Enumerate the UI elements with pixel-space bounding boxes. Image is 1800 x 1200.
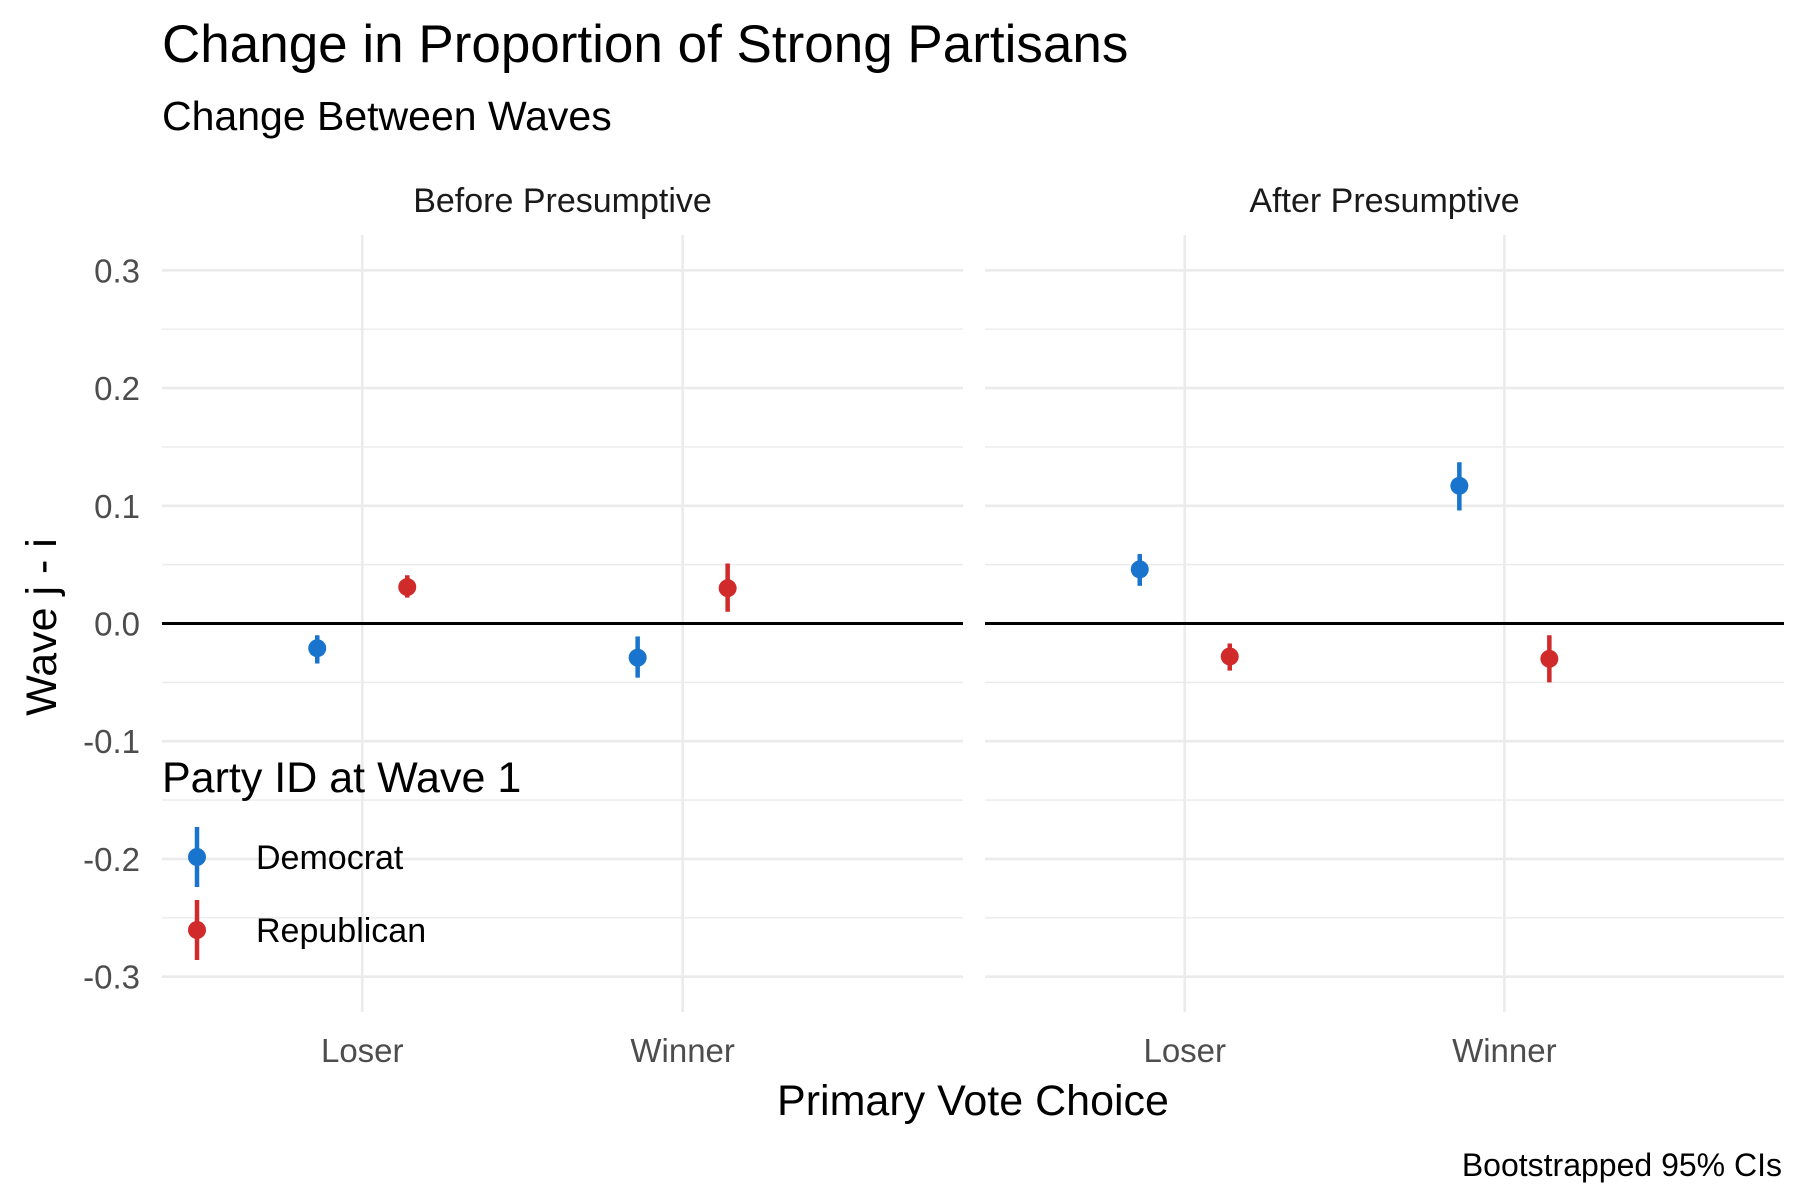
data-point (718, 579, 737, 598)
y-tick-label: -0.3 (83, 959, 140, 996)
legend-label: Democrat (256, 839, 404, 877)
y-tick-label: 0.0 (94, 606, 140, 643)
x-axis-title: Primary Vote Choice (777, 1077, 1169, 1125)
y-tick-label: 0.3 (94, 252, 140, 289)
facet-panel: Loser Winner Before Presumptive (162, 182, 963, 1069)
facet-panel: Loser Winner After Presumptive (985, 182, 1784, 1069)
x-tick-label: Loser (321, 1032, 404, 1069)
data-point (1130, 560, 1149, 579)
chart-caption: Bootstrapped 95% CIs (1462, 1147, 1782, 1183)
x-tick-label: Winner (1452, 1032, 1557, 1069)
data-point (308, 639, 327, 658)
y-tick-label: -0.2 (83, 841, 140, 878)
chart-subtitle: Change Between Waves (162, 93, 612, 139)
facet-strip-label: Before Presumptive (413, 182, 712, 220)
x-tick-label: Winner (630, 1032, 735, 1069)
legend-title: Party ID at Wave 1 (162, 754, 521, 802)
data-point (398, 578, 417, 597)
legend-key-point (188, 921, 206, 939)
data-point (1450, 476, 1469, 495)
legend-label: Republican (256, 912, 426, 950)
chart-title: Change in Proportion of Strong Partisans (162, 15, 1128, 74)
data-point (1540, 649, 1559, 668)
y-axis-title: Wave j - i (18, 538, 66, 716)
y-axis: 0.3 0.2 0.1 0.0 -0.1 -0.2 -0.3 (83, 252, 140, 995)
facet-strip-label: After Presumptive (1249, 182, 1519, 220)
legend-key-point (188, 848, 206, 866)
y-tick-label: -0.1 (83, 723, 140, 760)
data-point (1220, 647, 1239, 666)
y-tick-label: 0.1 (94, 488, 140, 525)
data-point (628, 648, 647, 667)
x-tick-label: Loser (1143, 1032, 1226, 1069)
facet-panels: Loser Winner Before Presumptive Loser Winner… (162, 182, 1784, 1069)
legend: Party ID at Wave 1 Democrat Republican (162, 754, 521, 960)
y-tick-label: 0.2 (94, 370, 140, 407)
